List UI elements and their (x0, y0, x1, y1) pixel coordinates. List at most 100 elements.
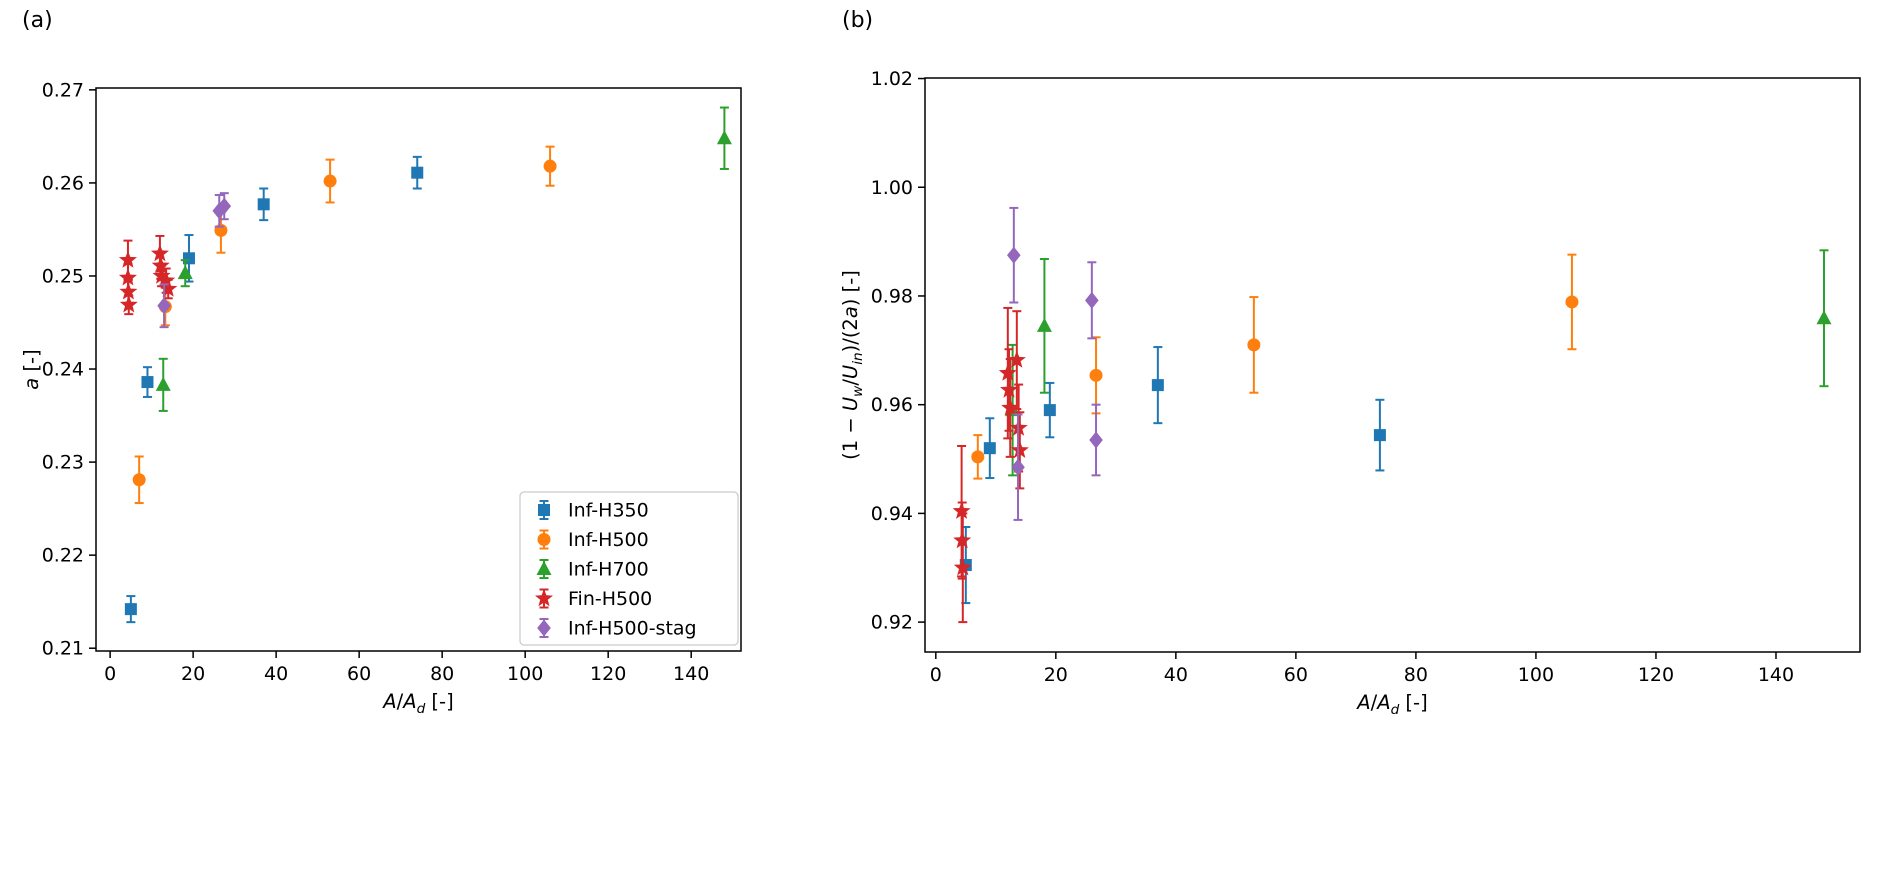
series-Inf-H500-stag (157, 192, 232, 329)
legend-box (519, 491, 739, 646)
panel-label-b: (b) (842, 8, 874, 33)
y-tick-label: 0.96 (871, 394, 913, 416)
x-axis-label: A/Ad [-] (1355, 691, 1427, 718)
y-axis-label: a [-] (20, 349, 43, 389)
marker-star (1010, 440, 1029, 458)
y-tick-label: 0.27 (42, 79, 84, 101)
x-tick-label: 120 (590, 663, 626, 685)
marker-star (953, 558, 972, 576)
marker-star (998, 363, 1017, 381)
x-tick-label: 40 (264, 663, 288, 685)
x-tick-label: 80 (430, 663, 454, 685)
x-tick-label: 0 (930, 664, 942, 686)
marker-circle (537, 533, 551, 546)
x-tick-label: 100 (507, 663, 543, 685)
marker-triangle (1816, 310, 1832, 325)
marker-circle (543, 159, 557, 173)
marker-triangle (536, 561, 552, 575)
x-tick-label: 20 (1044, 664, 1068, 686)
x-tick-label: 80 (1404, 664, 1428, 686)
marker-circle (323, 174, 337, 188)
legend-label: Inf-H350 (568, 500, 649, 522)
marker-triangle (1036, 317, 1052, 332)
x-tick-label: 100 (1518, 664, 1554, 686)
marker-square (411, 166, 424, 179)
marker-triangle (716, 130, 732, 145)
marker-star (118, 250, 137, 268)
series-Inf-H700 (1005, 249, 1832, 477)
marker-star (535, 589, 553, 607)
marker-triangle (155, 376, 171, 391)
series-Inf-H350 (124, 155, 424, 624)
marker-circle (1565, 295, 1579, 309)
marker-circle (971, 450, 985, 464)
y-tick-label: 0.24 (42, 359, 84, 381)
y-tick-label: 0.26 (42, 172, 84, 194)
marker-diamond (537, 619, 551, 637)
y-tick-label: 0.25 (42, 265, 84, 287)
marker-circle (132, 473, 146, 487)
marker-square (141, 376, 154, 389)
marker-star (1000, 380, 1019, 398)
marker-star (119, 295, 138, 313)
series-Inf-H500 (132, 145, 557, 505)
series-Inf-H500 (971, 253, 1579, 480)
y-tick-label: 0.21 (42, 638, 84, 660)
marker-star (1001, 398, 1020, 416)
marker-circle (1247, 338, 1261, 352)
y-tick-label: 0.98 (871, 285, 913, 307)
marker-diamond (217, 197, 232, 215)
x-axis-label: A/Ad [-] (381, 690, 453, 717)
x-tick-label: 20 (181, 663, 205, 685)
x-tick-label: 140 (1758, 664, 1794, 686)
marker-diamond (1089, 431, 1103, 449)
marker-star (1007, 350, 1026, 368)
marker-triangle (177, 265, 193, 280)
marker-diamond (212, 202, 227, 220)
series-Fin-H500 (118, 234, 178, 316)
marker-square (1151, 379, 1164, 392)
marker-star (152, 266, 171, 284)
marker-square (1373, 429, 1386, 442)
y-tick-label: 0.94 (871, 503, 913, 525)
y-axis-label: (1 − Uw/Uin)/(2a) [-] (839, 270, 866, 460)
panel-label-a: (a) (22, 8, 53, 33)
marker-square (1043, 404, 1056, 417)
x-tick-label: 60 (1284, 664, 1308, 686)
x-tick-label: 120 (1638, 664, 1674, 686)
x-tick-label: 60 (347, 663, 371, 685)
y-tick-label: 1.00 (871, 177, 913, 199)
legend-label: Fin-H500 (568, 588, 652, 610)
legend-label: Inf-H700 (568, 559, 649, 581)
marker-diamond (1085, 291, 1099, 309)
series-Inf-H350 (959, 346, 1386, 605)
marker-diamond (1011, 458, 1025, 476)
axes-frame (924, 77, 1861, 653)
legend: Inf-H350 Inf-H500 Inf-H700 Fin-H500 Inf-H500… (519, 491, 739, 646)
x-tick-label: 40 (1164, 664, 1188, 686)
axes-a: 0 20 40 60 80 100 120 140 0.21 0.22 0.23 0.24 0.25 0.… (20, 79, 742, 717)
legend-label: Inf-H500-stag (568, 618, 697, 640)
y-tick-label: 0.92 (871, 612, 913, 634)
x-tick-label: 140 (673, 663, 709, 685)
y-tick-label: 0.23 (42, 452, 84, 474)
legend-label: Inf-H500 (568, 529, 649, 551)
marker-diamond (157, 297, 171, 315)
marker-star (118, 268, 137, 286)
marker-square (257, 198, 270, 211)
marker-square (124, 603, 137, 616)
y-tick-label: 1.02 (871, 68, 913, 90)
axes-b: 0 20 40 60 80 100 120 140 0.92 0.94 0.96 0.98 1.00 1.… (839, 68, 1861, 718)
marker-star (159, 279, 178, 297)
marker-circle (1089, 368, 1103, 382)
x-tick-label: 0 (104, 663, 116, 685)
marker-star (119, 282, 138, 300)
marker-square (538, 504, 550, 516)
marker-diamond (1007, 246, 1021, 264)
series-Inf-H700 (155, 106, 732, 412)
y-tick-label: 0.22 (42, 545, 84, 567)
series-Inf-H500-stag (1007, 206, 1103, 521)
marker-square (983, 442, 996, 455)
